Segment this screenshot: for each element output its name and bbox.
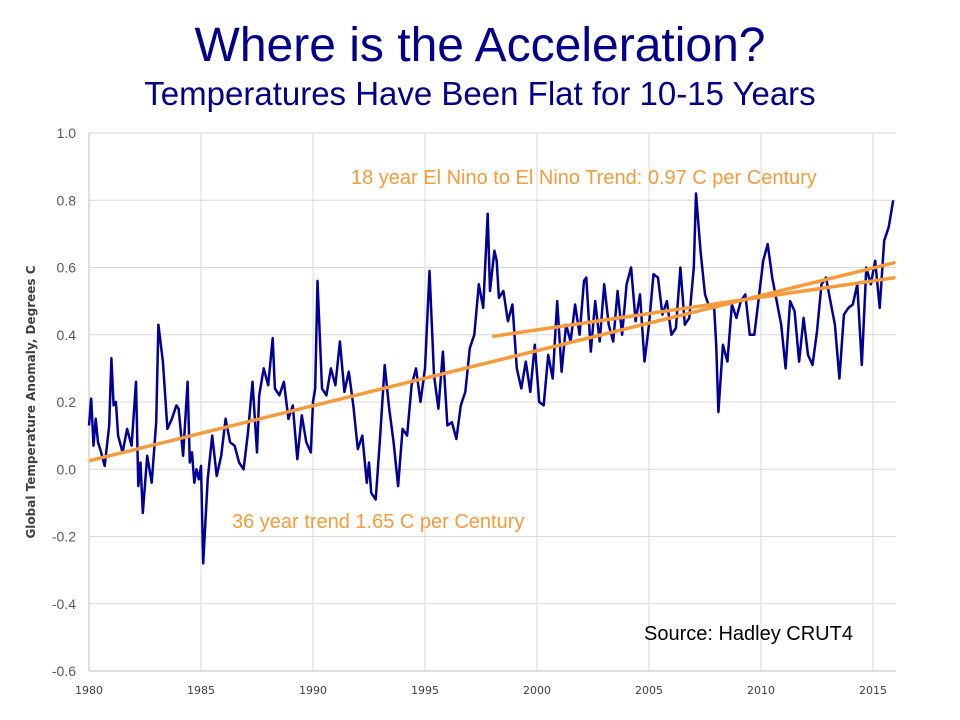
x-tick-label: 2010	[747, 684, 775, 697]
x-tick-label: 2015	[859, 684, 887, 697]
y-tick-label: -0.6	[52, 663, 76, 679]
trend-line-18-year	[491, 275, 896, 339]
y-tick-label: 1.0	[57, 125, 77, 141]
y-tick-label: 0.4	[57, 327, 77, 343]
trend-line-36-year	[88, 260, 896, 463]
x-tick-label: 2000	[523, 684, 551, 697]
series-line-hadley-crut4	[87, 192, 895, 565]
y-axis-title: Global Temperature Anomaly, Degrees C	[24, 265, 38, 538]
x-tick-label: 1980	[75, 684, 103, 697]
chart-subtitle: Temperatures Have Been Flat for 10-15 Ye…	[144, 75, 816, 112]
y-tick-label: 0.8	[57, 192, 77, 208]
chart-title: Where is the Acceleration?	[194, 19, 766, 72]
x-tick-label: 1985	[187, 684, 215, 697]
x-axis-ticks: 1980 1985 1990 1995 2000 2005 2010 2015	[75, 684, 887, 697]
gridlines	[88, 132, 896, 672]
source-label: Source: Hadley CRUT4	[644, 623, 853, 645]
x-tick-label: 1995	[411, 684, 439, 697]
y-tick-label: 0.6	[57, 260, 77, 276]
annotation-18-year-trend: 18 year El Nino to El Nino Trend: 0.97 C…	[351, 167, 817, 189]
y-axis-ticks: 1.0 0.8 0.6 0.4 0.2 0.0 -0.2 -0.4 -0.6	[52, 125, 76, 679]
y-tick-label: -0.4	[52, 596, 76, 612]
x-tick-label: 2005	[635, 684, 663, 697]
annotation-36-year-trend: 36 year trend 1.65 C per Century	[232, 511, 524, 533]
y-tick-label: 0.0	[57, 461, 77, 477]
y-tick-label: -0.2	[52, 529, 76, 545]
y-tick-label: 0.2	[57, 394, 77, 410]
x-tick-label: 1990	[299, 684, 327, 697]
